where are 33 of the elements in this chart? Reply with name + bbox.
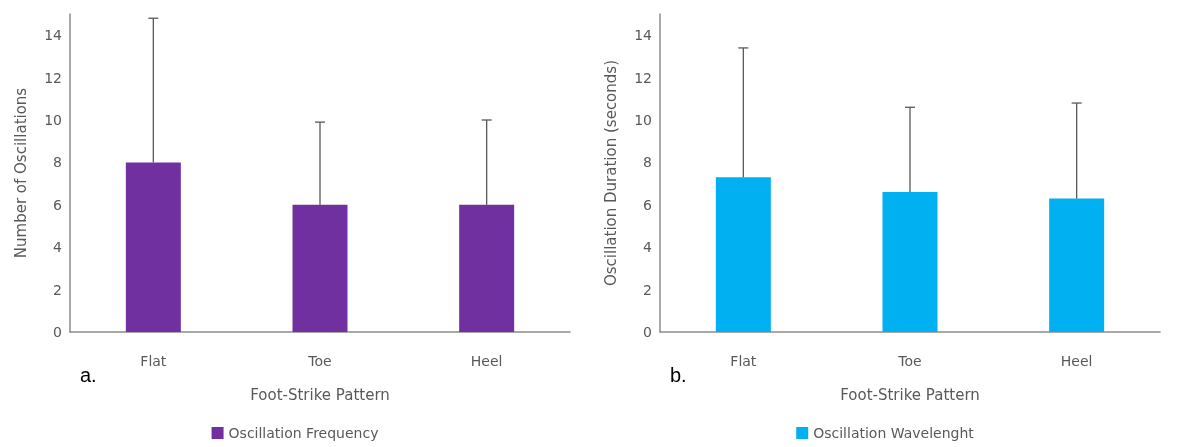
y-tick-label: 4 xyxy=(643,239,653,256)
bar xyxy=(1049,198,1105,332)
x-tick-label: Flat xyxy=(730,353,757,369)
y-tick-label: 6 xyxy=(643,196,653,213)
text: a. xyxy=(80,364,97,386)
bar xyxy=(715,177,771,332)
y-tick-label: 2 xyxy=(643,281,652,298)
y-tick-label: 0 xyxy=(53,324,62,340)
y-tick-label: 14 xyxy=(44,27,63,44)
y-axis-title: Oscillation Duration (seconds) xyxy=(601,60,620,286)
y-tick-label: 6 xyxy=(53,196,63,213)
y-tick-label: 8 xyxy=(643,154,652,171)
y-tick-label: 2 xyxy=(53,281,62,298)
y-tick-label: 12 xyxy=(634,69,652,86)
legend-label: Oscillation Wavelenght xyxy=(813,425,975,441)
text: b. xyxy=(670,364,687,386)
y-axis-title: Number of Oscillations xyxy=(11,87,30,259)
y-tick-label: 14 xyxy=(634,27,653,44)
x-tick-label: Heel xyxy=(470,353,503,369)
x-tick-label: Heel xyxy=(1060,353,1093,369)
x-tick-label: Flat xyxy=(140,353,167,369)
bar xyxy=(882,192,938,332)
legend-label: Oscillation Frequency xyxy=(228,425,379,441)
x-tick-label: Toe xyxy=(897,353,922,369)
y-tick-label: 0 xyxy=(643,324,652,340)
x-axis-title: Foot-Strike Pattern xyxy=(840,385,980,404)
y-tick-label: 12 xyxy=(44,69,62,86)
y-tick-label: 10 xyxy=(634,112,652,128)
y-tick-label: 4 xyxy=(53,239,63,256)
y-tick-label: 8 xyxy=(53,154,62,171)
x-tick-label: Toe xyxy=(307,353,332,369)
y-tick-label: 10 xyxy=(44,112,62,128)
x-axis-title: Foot-Strike Pattern xyxy=(250,385,390,404)
